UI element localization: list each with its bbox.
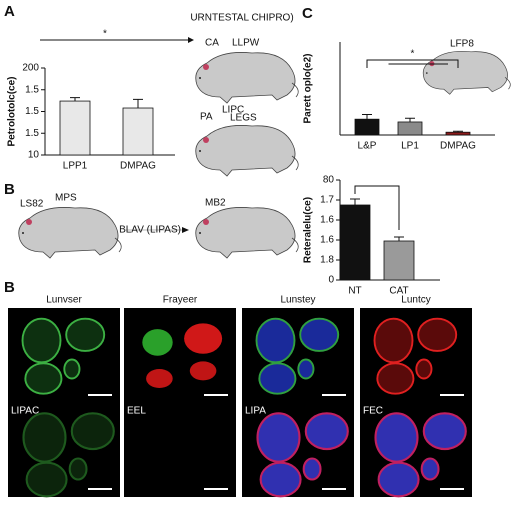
micrograph — [242, 308, 354, 403]
y-axis-label: Parett oplo(e2) — [303, 53, 314, 123]
error-bar — [405, 117, 415, 122]
rat-label: MPS — [55, 193, 77, 204]
bar — [354, 118, 380, 136]
y-tick-label: 1.7 — [320, 195, 334, 206]
micrograph-label: FEC — [363, 406, 383, 417]
panel-letter: C — [302, 5, 313, 22]
error-bar — [394, 236, 404, 241]
error-bar — [362, 114, 372, 120]
blob — [146, 369, 173, 388]
micrograph — [124, 402, 236, 497]
y-tick-label: 1.5 — [25, 128, 39, 139]
blob — [189, 361, 217, 381]
bar — [445, 131, 471, 136]
bar — [59, 100, 91, 156]
error-bar — [70, 97, 80, 102]
cells — [142, 323, 223, 388]
y-axis-label: Reteralelu(ce) — [303, 197, 314, 263]
rat-label: LIPC — [222, 105, 244, 116]
micrograph-label: EEL — [127, 406, 146, 417]
micrograph-label: LIPA — [245, 406, 266, 417]
y-tick-label: 200 — [22, 63, 39, 74]
y-tick-label: 10 — [28, 150, 40, 161]
charts: Petrolotolc(ce) 10 1.5 1.5 1.5 200 LPP1 DMPAG Pa… — [7, 42, 495, 297]
micrograph — [360, 308, 472, 403]
y-tick-label: 0 — [328, 275, 334, 286]
y-tick-label: 1.5 — [25, 84, 39, 95]
x-tick-label: CAT — [389, 286, 408, 297]
micrograph-label: Lunstey — [280, 295, 315, 306]
rat-label: LFP8 — [450, 39, 474, 50]
error-bar — [453, 130, 463, 133]
arrow-head — [188, 37, 194, 43]
rat — [422, 50, 511, 95]
micrographs: Lunvser Frayeer Lunstey Luntcy LIPAC EEL LIPA F… — [8, 295, 472, 498]
y-tick-label: 1.5 — [25, 106, 39, 117]
rat — [195, 51, 299, 104]
x-tick-label: LPP1 — [63, 161, 88, 172]
rat-label: MB2 — [205, 198, 226, 209]
bar — [122, 107, 154, 156]
y-axis-label: Petrolotolc(ce) — [7, 76, 18, 146]
micrograph-label: Luntcy — [401, 295, 430, 306]
bracket — [366, 59, 459, 68]
y-tick-label: 1.6 — [320, 215, 334, 226]
panel-letter: B — [4, 279, 15, 296]
x-tick-label: DMPAG — [120, 161, 156, 172]
arrow-head — [182, 227, 189, 233]
rat-label: LLPW — [232, 38, 260, 49]
significance: * — [103, 29, 107, 40]
rat-label: CA — [205, 38, 219, 49]
rat — [195, 206, 299, 259]
annotation: * — [411, 49, 415, 60]
rat — [195, 124, 299, 177]
x-tick-label: LP1 — [401, 141, 419, 152]
rat-label: PA — [200, 112, 213, 123]
bracket — [354, 185, 400, 230]
y-tick-label: 80 — [323, 175, 335, 186]
blob — [142, 329, 173, 356]
panel-letter: A — [4, 3, 15, 20]
micrograph-label: Frayeer — [163, 295, 198, 306]
x-tick-label: NT — [348, 286, 361, 297]
panel-letter: B — [4, 181, 15, 198]
rat-label: LEGS — [230, 113, 257, 124]
header: URNTESTAL CHIPRO) — [190, 13, 293, 24]
error-bar — [350, 198, 360, 205]
bar — [397, 121, 423, 136]
error-bar — [133, 98, 143, 109]
x-tick-label: DMPAG — [440, 141, 476, 152]
rat-label: LS82 — [20, 199, 44, 210]
micrograph-label: Lunvser — [46, 295, 82, 306]
bar — [339, 204, 371, 281]
micrograph — [124, 308, 236, 403]
micrograph-label: LIPAC — [11, 406, 39, 417]
blob — [184, 323, 223, 354]
y-tick-label: 1.8 — [320, 255, 334, 266]
y-tick-label: 1.6 — [320, 235, 334, 246]
treatment: BLAV (LIPAS) — [119, 225, 181, 236]
rat — [18, 206, 122, 259]
x-tick-label: L&P — [358, 141, 377, 152]
micrograph — [8, 308, 120, 403]
bar — [383, 240, 415, 281]
